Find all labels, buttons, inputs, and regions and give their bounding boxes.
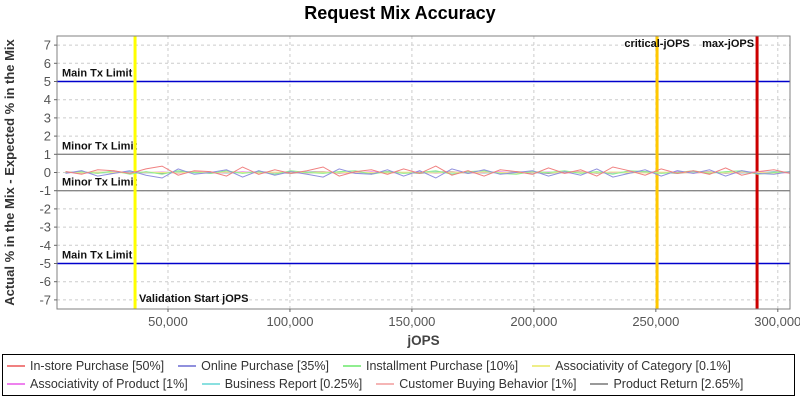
legend-swatch-icon xyxy=(376,383,395,385)
legend-swatch-icon xyxy=(178,365,197,367)
series-line xyxy=(65,165,791,177)
y-tick-label: -5 xyxy=(39,256,51,271)
legend-item: Business Report [0.25%] xyxy=(201,377,363,391)
y-tick-label: 4 xyxy=(44,92,51,107)
legend-item-label: Product Return [2.65%] xyxy=(613,377,744,391)
marker-line-label: critical-jOPS xyxy=(624,38,689,50)
legend-swatch-icon xyxy=(342,365,361,367)
y-axis-label: Actual % in the Mix - Expected % in the … xyxy=(2,38,17,305)
y-tick-label: -7 xyxy=(39,292,51,307)
y-tick-label: 0 xyxy=(44,165,51,180)
x-axis-label: jOPS xyxy=(406,333,439,348)
y-tick-label: -3 xyxy=(39,220,51,235)
marker-line-label: Validation Start jOPS xyxy=(139,293,248,305)
legend-item-label: In-store Purchase [50%] xyxy=(30,359,165,373)
y-tick-label: 3 xyxy=(44,110,51,125)
plot-area: Main Tx Limit Minor Tx Limit Minor Tx Limi… xyxy=(2,35,800,348)
legend-swatch-icon xyxy=(7,365,25,367)
legend-swatch-icon xyxy=(201,383,220,385)
legend-item-label: Business Report [0.25%] xyxy=(224,377,363,391)
legend-item: Product Return [2.65%] xyxy=(590,377,743,391)
legend-row-1: In-store Purchase [50%] Online Purchase [… xyxy=(7,357,790,375)
y-tick-label: 1 xyxy=(44,147,51,162)
chart-title: Request Mix Accuracy xyxy=(304,3,496,23)
legend-row-2: Associativity of Product [1%] Business Re… xyxy=(7,375,790,393)
legend-item: Installment Purchase [10%] xyxy=(342,359,519,373)
y-tick-label: 2 xyxy=(44,129,51,144)
legend-swatch-icon xyxy=(532,365,551,367)
legend-swatch-icon xyxy=(590,383,609,385)
legend-item-label: Online Purchase [35%] xyxy=(201,359,329,373)
legend-item: Online Purchase [35%] xyxy=(178,359,329,373)
legend: In-store Purchase [50%] Online Purchase [… xyxy=(2,354,795,396)
y-tick-label: -6 xyxy=(39,274,51,289)
legend-item-label: Customer Buying Behavior [1%] xyxy=(399,377,577,391)
x-tick-label: 50,000 xyxy=(148,314,188,329)
x-tick-label: 100,000 xyxy=(266,314,313,329)
y-tick-label: 7 xyxy=(44,38,51,53)
x-tick-label: 300,000 xyxy=(754,314,800,329)
legend-item-label: Installment Purchase [10%] xyxy=(365,359,519,373)
legend-item-label: Associativity of Product [1%] xyxy=(30,377,188,391)
legend-item-label: Associativity of Category [0.1%] xyxy=(555,359,731,373)
limit-line-label: Main Tx Limit xyxy=(62,250,133,262)
y-tick-label: 6 xyxy=(44,56,51,71)
legend-item: Customer Buying Behavior [1%] xyxy=(376,377,576,391)
legend-item: Associativity of Category [0.1%] xyxy=(532,359,731,373)
marker-line-label: max-jOPS xyxy=(702,38,754,50)
legend-item: In-store Purchase [50%] xyxy=(7,359,164,373)
x-tick-label: 250,000 xyxy=(632,314,679,329)
y-tick-label: -4 xyxy=(39,238,51,253)
limit-line-label: Main Tx Limit xyxy=(62,68,133,80)
y-tick-label: 5 xyxy=(44,74,51,89)
limit-line-label: Minor Tx Limit xyxy=(62,177,138,189)
x-tick-label: 200,000 xyxy=(510,314,557,329)
series-line xyxy=(65,168,791,179)
y-tick-label: -1 xyxy=(39,183,51,198)
legend-item: Associativity of Product [1%] xyxy=(7,377,188,391)
legend-swatch-icon xyxy=(7,383,25,385)
y-tick-label: -2 xyxy=(39,201,51,216)
x-tick-label: 150,000 xyxy=(388,314,435,329)
limit-line-label: Minor Tx Limit xyxy=(62,140,138,152)
